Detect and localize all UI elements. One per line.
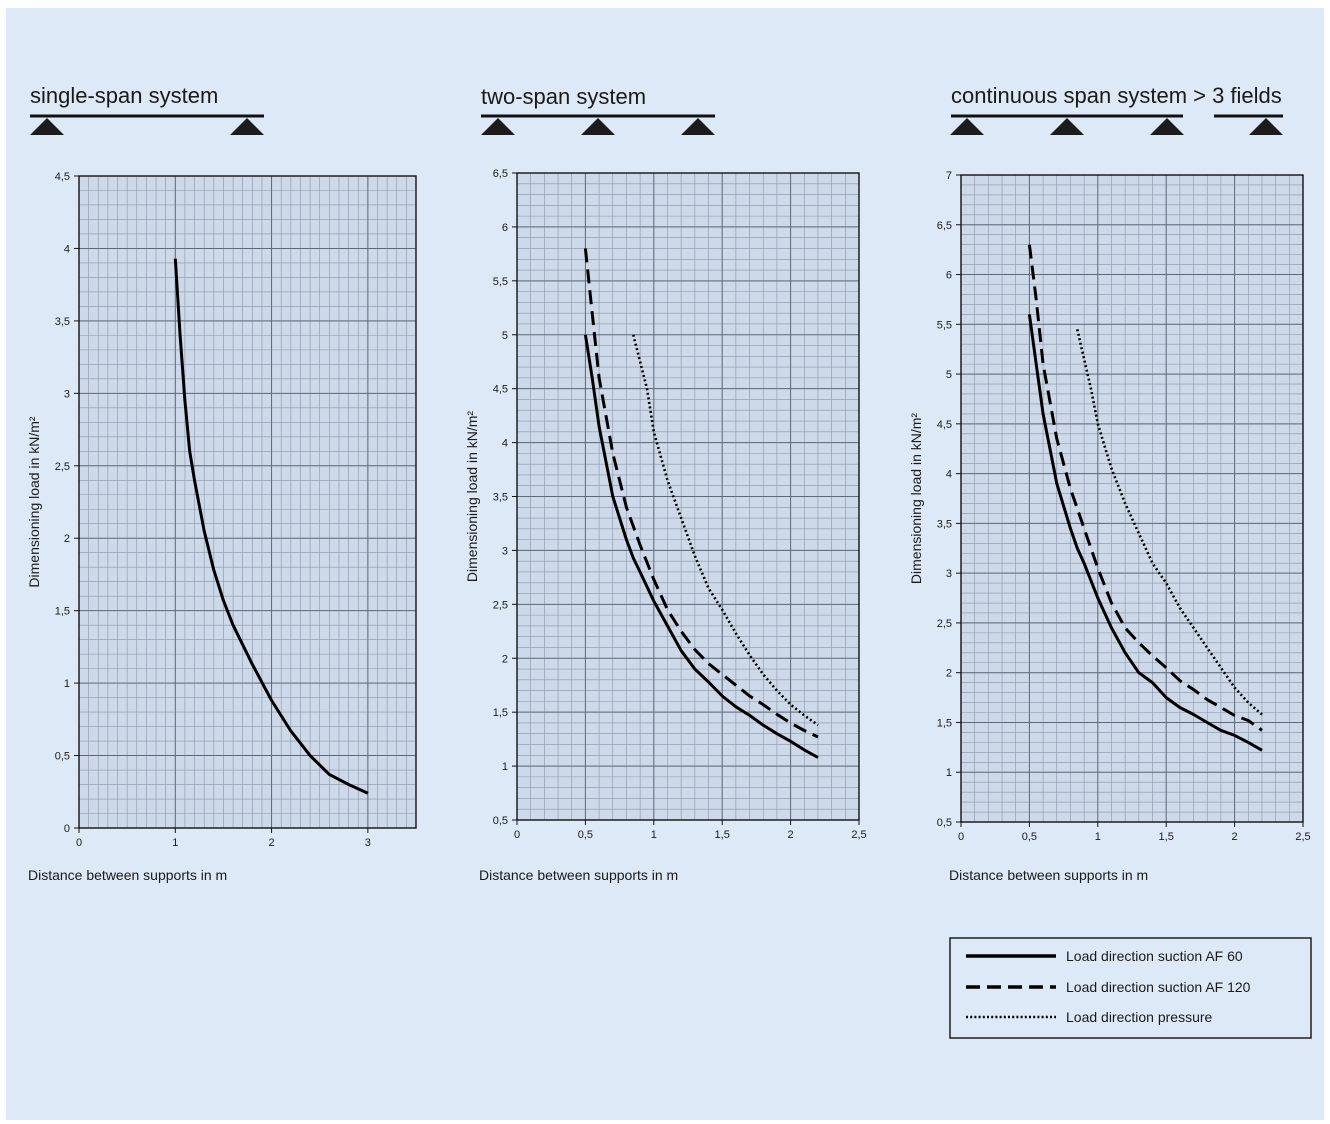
y-tick-label: 2,5: [55, 461, 70, 473]
x-tick-label: 1: [651, 829, 657, 841]
y-tick-label: 5: [946, 369, 952, 381]
support-icon: [1150, 118, 1184, 135]
x-tick-label: 1,5: [715, 829, 730, 841]
x-tick-label: 2,5: [1295, 831, 1310, 843]
y-tick-label: 2,5: [493, 599, 508, 611]
y-tick-label: 1,5: [493, 707, 508, 719]
y-tick-label: 2: [946, 668, 952, 680]
y-tick-label: 2: [502, 653, 508, 665]
y-tick-label: 5: [502, 330, 508, 342]
x-tick-label: 1: [1095, 831, 1101, 843]
y-tick-label: 2: [64, 533, 70, 545]
x-tick-label: 0: [958, 831, 964, 843]
x-tick-label: 1,5: [1159, 831, 1174, 843]
y-tick-label: 4: [64, 243, 70, 255]
x-tick-label: 0,5: [578, 829, 593, 841]
x-axis-label: Distance between supports in m: [479, 867, 678, 883]
legend-label: Load direction suction AF 60: [1066, 948, 1243, 964]
legend: Load direction suction AF 60 Load directi…: [949, 937, 1312, 1039]
chart-single-span: single-span system 0 0,5 1 1,5 2 2,5 3 3,5 4 4,5 0 1…: [26, 83, 417, 883]
support-icon: [1249, 118, 1283, 135]
support-icon: [681, 118, 715, 135]
chart-title: continuous span system > 3 fields: [951, 83, 1282, 108]
chart-continuous-span: continuous span system > 3 fields 0,5 1 1,5…: [908, 83, 1311, 883]
support-icon: [481, 118, 515, 135]
y-tick-label: 0,5: [55, 751, 70, 763]
y-axis-label: Dimensioning load in kN/m²: [26, 416, 42, 588]
y-tick-label: 3: [502, 545, 508, 557]
y-tick-label: 3,5: [493, 492, 508, 504]
x-axis-label: Distance between supports in m: [949, 867, 1148, 883]
y-tick-label: 4,5: [55, 171, 70, 183]
y-tick-label: 5,5: [937, 319, 952, 331]
series-line-solid: [173, 258, 369, 795]
support-icon: [230, 118, 264, 135]
y-tick-label: 4: [946, 469, 952, 481]
y-tick-label: 0,5: [493, 815, 508, 827]
y-tick-label: 3,5: [937, 518, 952, 530]
y-axis-label: Dimensioning load in kN/m²: [464, 411, 480, 583]
legend-box: [949, 937, 1312, 1039]
y-tick-label: 6,5: [493, 168, 508, 180]
y-tick-label: 4: [502, 438, 508, 450]
x-tick-label: 2: [788, 829, 794, 841]
y-tick-label: 4,5: [493, 384, 508, 396]
y-tick-label: 4,5: [937, 419, 952, 431]
support-icon: [1050, 118, 1084, 135]
y-tick-label: 0: [64, 823, 70, 835]
y-axis-label: Dimensioning load in kN/m²: [908, 413, 924, 585]
y-tick-label: 1,5: [937, 717, 952, 729]
x-tick-label: 0,5: [1022, 831, 1037, 843]
y-tick-label: 1,5: [55, 606, 70, 618]
series-line-dashed: [583, 248, 819, 739]
plot-area: [961, 175, 1303, 822]
x-tick-label: 2,5: [851, 829, 866, 841]
x-tick-label: 0: [514, 829, 520, 841]
x-tick-label: 2: [1232, 831, 1238, 843]
x-axis-label: Distance between supports in m: [28, 867, 227, 883]
chart-two-span: two-span system 0,5 1 1,5 2 2,5 3 3,5 4 4,5 5 5,5 6 6…: [464, 84, 867, 883]
chart-title: two-span system: [481, 84, 646, 109]
series-line-solid: [1027, 314, 1263, 752]
y-tick-label: 3,5: [55, 316, 70, 328]
y-tick-label: 2,5: [937, 618, 952, 630]
support-icon: [30, 118, 64, 135]
support-icon: [581, 118, 615, 135]
x-tick-label: 1: [172, 837, 178, 849]
y-tick-label: 7: [946, 170, 952, 182]
plot-frame: [960, 174, 1304, 823]
y-tick-label: 5,5: [493, 276, 508, 288]
y-tick-label: 3: [946, 568, 952, 580]
y-tick-label: 0,5: [937, 817, 952, 829]
x-tick-label: 0: [76, 837, 82, 849]
y-tick-label: 1: [502, 761, 508, 773]
plot-frame: [78, 175, 417, 829]
y-tick-label: 3: [64, 388, 70, 400]
y-tick-label: 6: [502, 222, 508, 234]
x-tick-label: 2: [269, 837, 275, 849]
series-line-solid: [583, 334, 819, 759]
series-line-dotted: [1076, 329, 1263, 716]
legend-label: Load direction pressure: [1066, 1009, 1213, 1025]
y-tick-label: 6,5: [937, 220, 952, 232]
legend-label: Load direction suction AF 120: [1066, 979, 1251, 995]
series-line-dashed: [1027, 244, 1263, 732]
y-tick-label: 6: [946, 270, 952, 282]
series-line-dotted: [632, 334, 819, 727]
y-tick-label: 1: [946, 767, 952, 779]
y-tick-label: 1: [64, 678, 70, 690]
support-icon: [950, 118, 984, 135]
x-tick-label: 3: [365, 837, 371, 849]
chart-title: single-span system: [30, 83, 218, 108]
plot-area: [79, 176, 416, 828]
